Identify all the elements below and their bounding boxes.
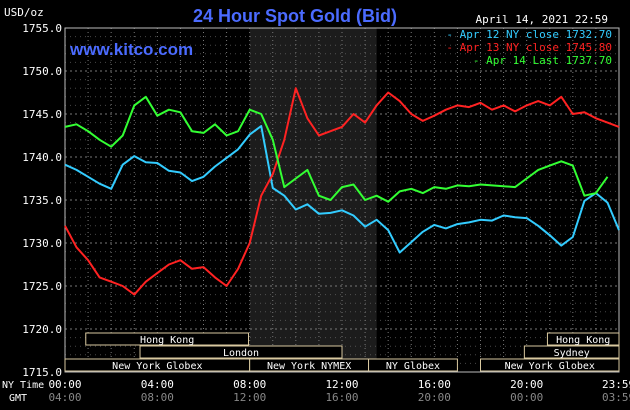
y-tick-label: 1720.0 <box>22 323 62 336</box>
legend-entry: - Apr 14 Last 1737.70 <box>473 54 612 67</box>
session-bar <box>139 345 343 359</box>
x-tick-label-ny: 00:00 <box>48 378 81 391</box>
session-label: NY Globex <box>386 361 440 372</box>
legend-entry: - Apr 12 NY close 1732.70 <box>446 28 612 41</box>
session-label: New York Globex <box>112 361 202 372</box>
chart-title: 24 Hour Spot Gold (Bid) <box>193 6 397 26</box>
shaded-session <box>249 28 377 372</box>
session-bar <box>85 332 250 346</box>
x-tick-label-ny: 16:00 <box>418 378 451 391</box>
series-lines <box>64 87 620 296</box>
x-tick-label-ny: 08:00 <box>233 378 266 391</box>
y-tick-label: 1745.0 <box>22 108 62 121</box>
y-tick-label: 1755.0 <box>22 22 62 35</box>
y-tick-label: 1715.0 <box>22 366 62 379</box>
grid <box>64 27 620 373</box>
legend: - Apr 12 NY close 1732.70- Apr 13 NY clo… <box>446 28 612 67</box>
y-tick-label: 1750.0 <box>22 65 62 78</box>
x-tick-label-gmt: 20:00 <box>418 391 451 404</box>
x-axis-label-gmt: GMT <box>9 393 27 404</box>
y-tick-label: 1740.0 <box>22 151 62 164</box>
session-label: London <box>223 348 259 359</box>
x-tick-label-gmt: 16:00 <box>325 391 358 404</box>
y-tick-label: 1725.0 <box>22 280 62 293</box>
x-tick-label-ny: 12:00 <box>325 378 358 391</box>
header: 24 Hour Spot Gold (Bid) April 14, 2021 2… <box>69 6 608 59</box>
series-line <box>64 125 620 254</box>
x-tick-label-gmt: 04:00 <box>48 391 81 404</box>
plot-frame <box>64 27 620 373</box>
session-bar <box>368 358 458 372</box>
session-label: New York Globex <box>505 361 595 372</box>
legend-entry: - Apr 13 NY close 1745.80 <box>446 41 612 54</box>
session-bar <box>546 332 620 346</box>
session-label: New York NYMEX <box>267 361 351 372</box>
session-bar <box>480 358 620 372</box>
axes: USD/oz NY Time GMT 1755.0 1750.0 1745.0 174… <box>2 6 630 404</box>
session-label: Hong Kong <box>556 335 610 346</box>
x-tick-label-gmt: 12:00 <box>233 391 266 404</box>
x-tick-label-ny: 20:00 <box>510 378 543 391</box>
session-bar <box>523 345 620 359</box>
series-line <box>64 87 620 296</box>
x-tick-label-gmt: 00:00 <box>510 391 543 404</box>
session-label: Hong Kong <box>140 335 194 346</box>
x-axis-label-ny: NY Time <box>2 380 44 391</box>
x-tick-label-gmt: 03:59 <box>602 391 630 404</box>
y-tick-label: 1735.0 <box>22 194 62 207</box>
x-tick-label-gmt: 08:00 <box>141 391 174 404</box>
market-sessions: Hong Kong London New York Globex New York N… <box>64 332 620 372</box>
source-label: www.kitco.com <box>69 40 193 59</box>
y-tick-label: 1730.0 <box>22 237 62 250</box>
series-line <box>64 95 609 203</box>
x-tick-label-ny: 04:00 <box>141 378 174 391</box>
x-tick-label-ny: 23:59 <box>602 378 630 391</box>
timestamp: April 14, 2021 22:59 <box>476 13 608 26</box>
y-axis-label: USD/oz <box>4 6 44 19</box>
session-label: Sydney <box>554 348 590 359</box>
